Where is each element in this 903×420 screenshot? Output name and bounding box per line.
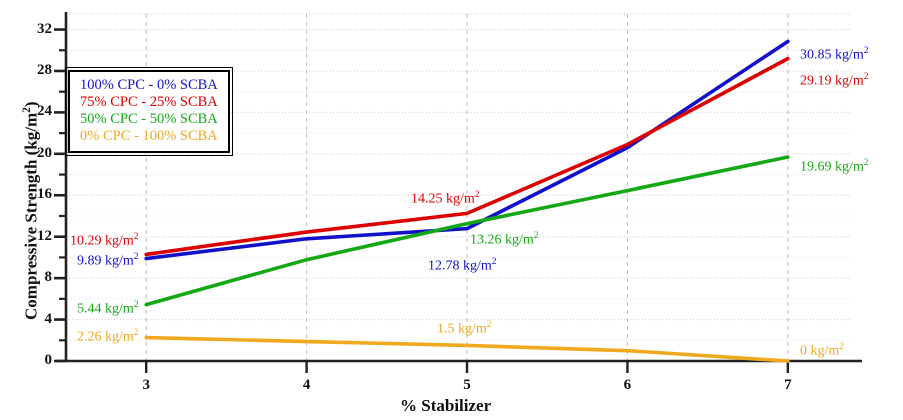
x-tick-label: 3 <box>142 377 150 393</box>
point-value-label: 13.26 kg/m2 <box>470 231 539 248</box>
point-value-label: 19.69 kg/m2 <box>800 158 869 175</box>
point-value-label: 1.5 kg/m2 <box>437 320 492 337</box>
y-tick-label: 4 <box>44 310 53 327</box>
y-tick-label: 12 <box>37 227 52 244</box>
y-tick-label: 16 <box>37 186 52 203</box>
point-value-label: 30.85 kg/m2 <box>800 46 869 63</box>
point-value-label: 5.44 kg/m2 <box>77 300 139 317</box>
y-tick-label: 32 <box>37 20 52 37</box>
y-tick-label: 8 <box>44 269 53 286</box>
x-tick-label: 7 <box>784 377 792 393</box>
point-value-label: 0 kg/m2 <box>800 342 845 359</box>
series-line-3 <box>144 335 790 363</box>
point-value-label: 9.89 kg/m2 <box>77 252 139 269</box>
x-tick-label: 5 <box>463 377 471 393</box>
chart-legend: 100% CPC - 0% SCBA 75% CPC - 25% SCBA 50% … <box>65 67 233 156</box>
point-value-label: 10.29 kg/m2 <box>70 232 139 249</box>
y-tick-label: 20 <box>37 144 52 161</box>
y-tick-label: 0 <box>44 352 53 368</box>
x-axis-title: % Stabilizer <box>400 396 492 415</box>
y-tick-label: 28 <box>37 61 52 78</box>
legend-item-3: 0% CPC - 100% SCBA <box>80 128 218 144</box>
x-tick-label: 4 <box>302 377 311 393</box>
series-line-2 <box>144 155 790 307</box>
point-value-label: 12.78 kg/m2 <box>428 257 497 274</box>
point-value-label: 2.26 kg/m2 <box>77 328 139 345</box>
point-value-label: 29.19 kg/m2 <box>800 72 869 89</box>
series-line-0 <box>144 39 790 261</box>
y-tick-label: 24 <box>37 103 52 120</box>
point-value-label: 14.25 kg/m2 <box>411 190 480 207</box>
series-line-1 <box>144 56 790 257</box>
legend-item-2: 50% CPC - 50% SCBA <box>80 111 218 127</box>
legend-item-1: 75% CPC - 25% SCBA <box>80 94 218 110</box>
legend-item-0: 100% CPC - 0% SCBA <box>80 77 218 93</box>
x-tick-label: 6 <box>623 377 632 393</box>
y-axis-title: Compressive Strength (kg/m2) <box>20 101 41 320</box>
